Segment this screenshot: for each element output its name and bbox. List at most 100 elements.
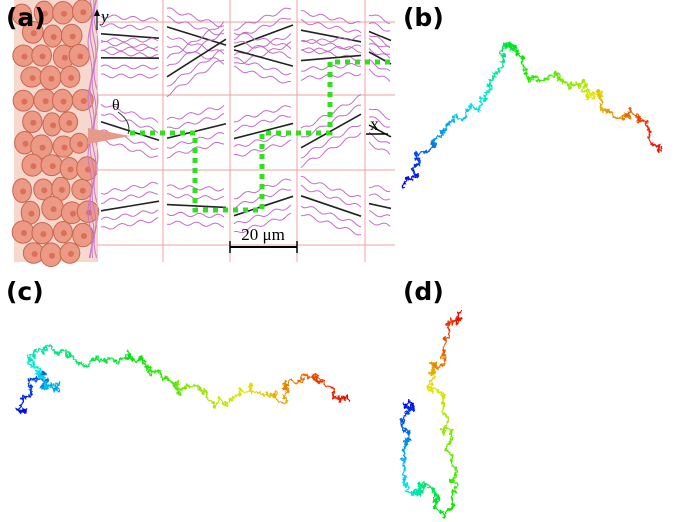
fiber bbox=[368, 58, 391, 72]
walk-segment bbox=[445, 320, 450, 327]
walk-segment bbox=[520, 60, 529, 72]
walk-segment bbox=[451, 116, 456, 124]
nucleus bbox=[41, 187, 48, 194]
fiber bbox=[300, 47, 362, 62]
walk-segment bbox=[40, 346, 47, 356]
orientation-line bbox=[368, 124, 392, 138]
fiber bbox=[100, 103, 159, 124]
walk-segment bbox=[436, 388, 444, 397]
walk-segment bbox=[430, 362, 436, 369]
walk-segment bbox=[645, 124, 651, 132]
fiber bbox=[166, 141, 225, 159]
walk-segment bbox=[33, 347, 45, 354]
walk-segment bbox=[433, 360, 438, 368]
fiber bbox=[100, 216, 159, 230]
walk-segment bbox=[628, 107, 637, 117]
fiber bbox=[368, 185, 391, 193]
walk-segment bbox=[411, 163, 419, 171]
walk-segment bbox=[175, 380, 181, 389]
panel-label: (a) bbox=[6, 3, 46, 32]
walk-segment bbox=[408, 405, 416, 413]
nucleus bbox=[79, 187, 86, 194]
walk-segment bbox=[90, 356, 98, 362]
walk-segment bbox=[256, 390, 269, 397]
fiber-cell bbox=[88, 128, 130, 144]
fiber bbox=[100, 49, 159, 58]
walk-segment bbox=[535, 78, 546, 83]
fiber bbox=[100, 14, 159, 22]
walk-segment bbox=[425, 384, 433, 391]
nucleus bbox=[67, 166, 74, 173]
fiber bbox=[368, 38, 391, 48]
walk-segment bbox=[543, 74, 553, 81]
walk-segment bbox=[335, 394, 341, 402]
nucleus bbox=[49, 163, 56, 170]
fiber bbox=[368, 116, 391, 128]
walk-segment bbox=[27, 391, 34, 399]
nucleus bbox=[39, 53, 46, 60]
walk-segment bbox=[451, 487, 458, 495]
fiber bbox=[100, 181, 159, 195]
walk-segment bbox=[487, 75, 496, 82]
fiber bbox=[233, 41, 292, 65]
walk-segment bbox=[444, 441, 452, 451]
walk-segment bbox=[422, 482, 429, 487]
orientation-line bbox=[166, 203, 227, 209]
fiber bbox=[233, 17, 292, 41]
fiber bbox=[368, 43, 391, 55]
nucleus bbox=[67, 250, 74, 257]
walk-segment bbox=[588, 91, 596, 100]
walk-segment bbox=[274, 395, 289, 405]
walk-segment bbox=[45, 383, 56, 389]
walk-segment bbox=[50, 344, 58, 356]
walk-segment bbox=[442, 344, 447, 354]
walk-segment bbox=[511, 46, 520, 53]
walk-segment bbox=[585, 88, 592, 98]
fiber bbox=[166, 211, 225, 219]
walk-segment bbox=[173, 385, 180, 395]
walk-segment bbox=[486, 80, 492, 89]
angle-arc bbox=[117, 111, 130, 135]
fiber bbox=[166, 45, 225, 65]
walk-segment bbox=[439, 359, 447, 368]
nucleus bbox=[40, 231, 47, 238]
nucleus bbox=[69, 210, 76, 217]
walk-segment bbox=[21, 407, 28, 415]
orientation-line bbox=[100, 200, 160, 212]
walk-segment bbox=[451, 113, 463, 121]
fiber bbox=[100, 113, 159, 134]
orientation-line bbox=[300, 54, 362, 62]
fiber bbox=[166, 112, 225, 130]
panel-b: (b) bbox=[401, 3, 663, 190]
walk-segment bbox=[45, 382, 57, 393]
nucleus bbox=[66, 120, 73, 127]
fiber bbox=[300, 205, 362, 228]
panel-a: y θ x 20 μm (a) bbox=[6, 0, 395, 268]
walk-segment bbox=[446, 322, 451, 333]
walk-segment bbox=[402, 427, 409, 435]
walk-segment bbox=[439, 427, 447, 435]
orientation-line bbox=[233, 122, 294, 140]
walk-segment bbox=[114, 355, 128, 365]
panel-label: (c) bbox=[6, 277, 44, 306]
fiber bbox=[100, 46, 159, 52]
orientation-line bbox=[233, 24, 294, 48]
nucleus bbox=[20, 230, 27, 237]
fiber bbox=[368, 108, 391, 121]
nucleus bbox=[30, 30, 37, 37]
walk-segment bbox=[607, 108, 615, 119]
walk-segment bbox=[31, 348, 37, 359]
walk-segment bbox=[456, 310, 463, 322]
walk-segment bbox=[211, 401, 219, 409]
orientation-line bbox=[100, 33, 160, 39]
walk-segment bbox=[426, 386, 435, 395]
walk-segment bbox=[402, 443, 408, 453]
fiber bbox=[100, 191, 159, 205]
nucleus bbox=[20, 12, 27, 19]
walk-segment bbox=[556, 76, 563, 82]
walk-segment bbox=[413, 155, 422, 164]
walk-segment bbox=[223, 398, 231, 408]
fiber bbox=[233, 131, 292, 148]
nucleus bbox=[80, 9, 87, 16]
walk-segment bbox=[431, 366, 437, 374]
